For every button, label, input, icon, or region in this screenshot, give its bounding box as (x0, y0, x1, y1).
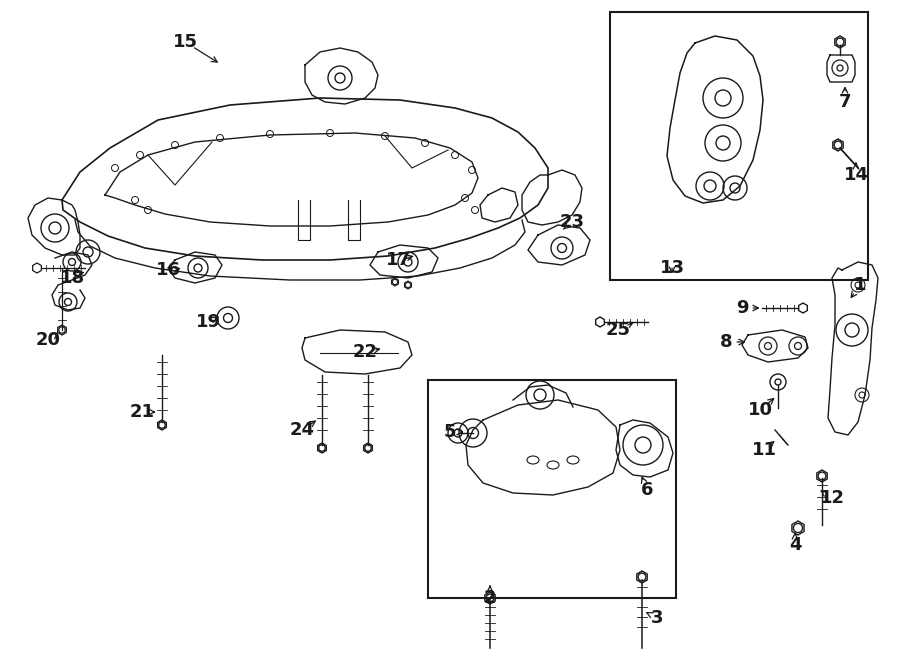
Text: 24: 24 (290, 421, 314, 439)
Text: 20: 20 (35, 331, 60, 349)
Text: 23: 23 (560, 213, 584, 231)
Text: 8: 8 (720, 333, 733, 351)
Text: 16: 16 (156, 261, 181, 279)
Text: 18: 18 (59, 269, 85, 287)
Bar (610, 12, 868, 280)
Text: 3: 3 (651, 609, 663, 627)
Text: 4: 4 (788, 536, 801, 554)
Text: 15: 15 (173, 33, 197, 51)
Text: 1: 1 (854, 276, 866, 294)
Bar (428, 380, 676, 598)
Text: 5: 5 (444, 423, 456, 441)
Text: 13: 13 (660, 259, 685, 277)
Text: 2: 2 (484, 589, 496, 607)
Text: 19: 19 (195, 313, 220, 331)
Text: 25: 25 (606, 321, 631, 339)
Text: 11: 11 (752, 441, 777, 459)
Text: 7: 7 (839, 93, 851, 111)
Text: 9: 9 (736, 299, 748, 317)
Text: 10: 10 (748, 401, 772, 419)
Text: 21: 21 (130, 403, 155, 421)
Text: 12: 12 (820, 489, 844, 507)
Text: 22: 22 (353, 343, 377, 361)
Text: 17: 17 (385, 251, 410, 269)
Text: 6: 6 (641, 481, 653, 499)
Text: 14: 14 (843, 166, 868, 184)
